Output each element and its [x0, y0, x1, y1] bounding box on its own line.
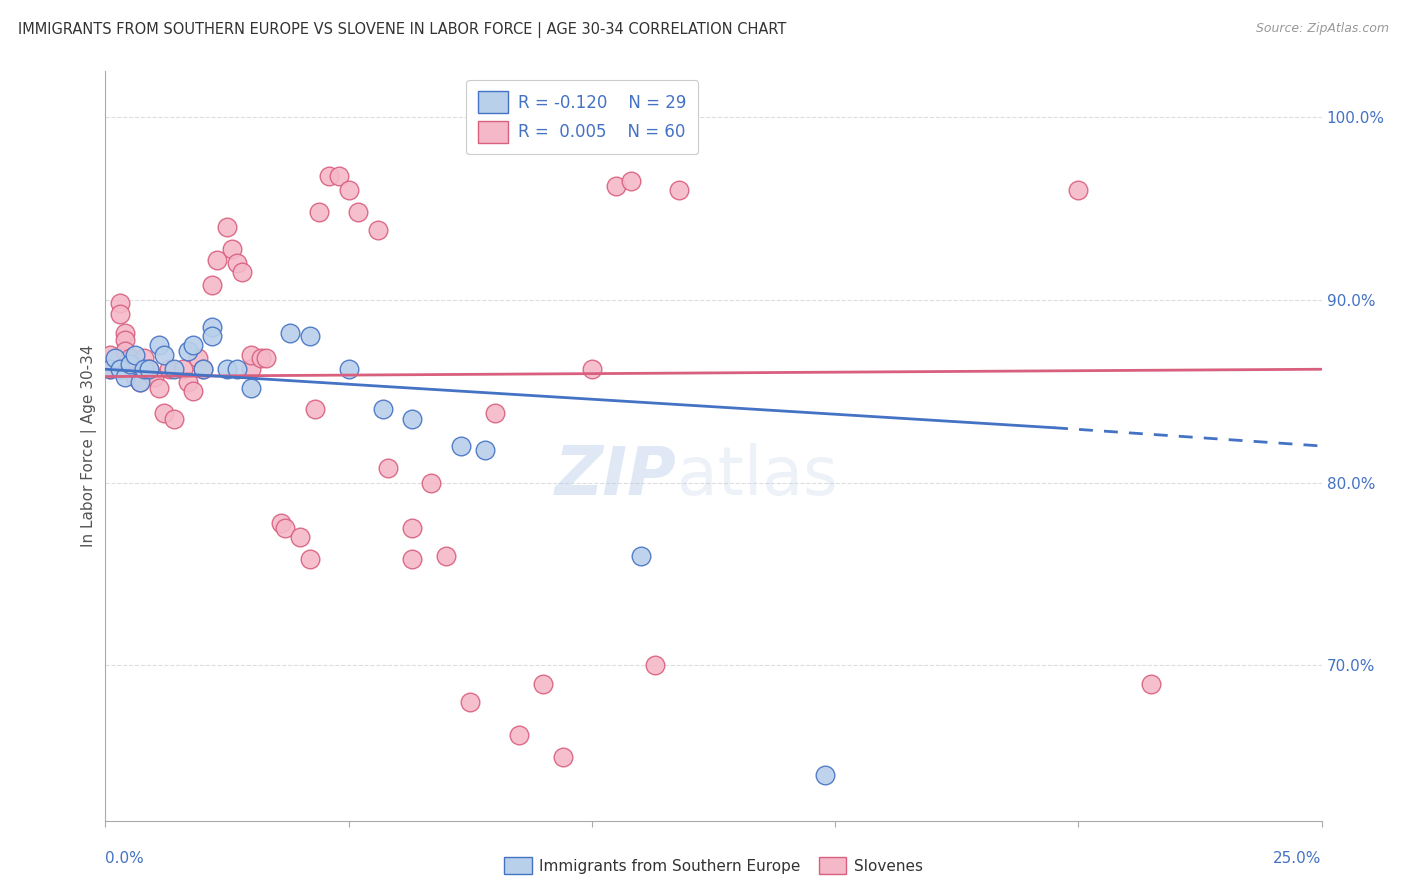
Point	[217, 362, 239, 376]
Text: IMMIGRANTS FROM SOUTHERN EUROPE VS SLOVENE IN LABOR FORCE | AGE 30-34 CORRELATIO: IMMIGRANTS FROM SOUTHERN EUROPE VS SLOVE…	[18, 22, 786, 38]
Point	[450, 439, 472, 453]
Point	[118, 351, 141, 366]
Point	[201, 320, 224, 334]
Point	[337, 183, 360, 197]
Point	[508, 728, 530, 742]
Point	[221, 242, 243, 256]
Point	[162, 362, 184, 376]
Point	[177, 343, 200, 358]
Point	[134, 351, 156, 366]
Point	[377, 461, 399, 475]
Point	[114, 326, 136, 340]
Point	[157, 362, 180, 376]
Point	[138, 362, 160, 376]
Point	[254, 351, 277, 366]
Point	[240, 380, 263, 394]
Point	[98, 362, 121, 376]
Point	[278, 326, 301, 340]
Point	[108, 362, 131, 376]
Point	[207, 252, 229, 267]
Point	[531, 676, 554, 690]
Point	[128, 375, 150, 389]
Point	[124, 348, 146, 362]
Point	[153, 406, 176, 420]
Text: 0.0%: 0.0%	[105, 851, 145, 865]
Point	[458, 695, 481, 709]
Point	[347, 205, 370, 219]
Point	[181, 384, 204, 399]
Point	[225, 256, 247, 270]
Point	[298, 552, 321, 566]
Point	[668, 183, 690, 197]
Point	[401, 521, 423, 535]
Point	[337, 362, 360, 376]
Point	[138, 362, 160, 376]
Point	[177, 375, 200, 389]
Point	[434, 549, 457, 563]
Point	[108, 307, 131, 321]
Point	[620, 174, 643, 188]
Point	[605, 179, 627, 194]
Point	[98, 362, 121, 376]
Point	[181, 338, 204, 352]
Point	[143, 369, 166, 384]
Point	[201, 329, 224, 343]
Point	[270, 516, 292, 530]
Point	[201, 278, 224, 293]
Point	[814, 768, 837, 782]
Point	[328, 169, 350, 183]
Text: 25.0%: 25.0%	[1274, 851, 1322, 865]
Point	[474, 442, 496, 457]
Point	[630, 549, 652, 563]
Point	[420, 475, 443, 490]
Point	[114, 333, 136, 347]
Point	[304, 402, 326, 417]
Point	[401, 552, 423, 566]
Text: ZIP: ZIP	[555, 443, 678, 509]
Point	[124, 369, 146, 384]
Text: Source: ZipAtlas.com: Source: ZipAtlas.com	[1256, 22, 1389, 36]
Point	[217, 219, 239, 234]
Point	[240, 362, 263, 376]
Point	[371, 402, 394, 417]
Point	[172, 362, 194, 376]
Point	[148, 338, 170, 352]
Point	[118, 357, 141, 371]
Point	[191, 362, 214, 376]
Point	[274, 521, 297, 535]
Text: atlas: atlas	[678, 443, 838, 509]
Point	[191, 362, 214, 376]
Point	[1140, 676, 1163, 690]
Point	[187, 351, 209, 366]
Point	[484, 406, 506, 420]
Point	[581, 362, 603, 376]
Point	[240, 348, 263, 362]
Y-axis label: In Labor Force | Age 30-34: In Labor Force | Age 30-34	[82, 344, 97, 548]
Point	[1067, 183, 1090, 197]
Point	[250, 351, 273, 366]
Point	[551, 749, 574, 764]
Point	[148, 380, 170, 394]
Point	[308, 205, 330, 219]
Point	[104, 351, 127, 366]
Point	[318, 169, 340, 183]
Point	[114, 343, 136, 358]
Point	[644, 658, 666, 673]
Point	[231, 265, 253, 279]
Point	[367, 223, 389, 237]
Point	[108, 296, 131, 310]
Point	[298, 329, 321, 343]
Point	[162, 411, 184, 425]
Point	[128, 375, 150, 389]
Point	[134, 362, 156, 376]
Point	[401, 411, 423, 425]
Point	[98, 348, 121, 362]
Legend: Immigrants from Southern Europe, Slovenes: Immigrants from Southern Europe, Slovene…	[498, 851, 929, 880]
Point	[288, 530, 311, 544]
Point	[114, 369, 136, 384]
Point	[153, 348, 176, 362]
Point	[225, 362, 247, 376]
